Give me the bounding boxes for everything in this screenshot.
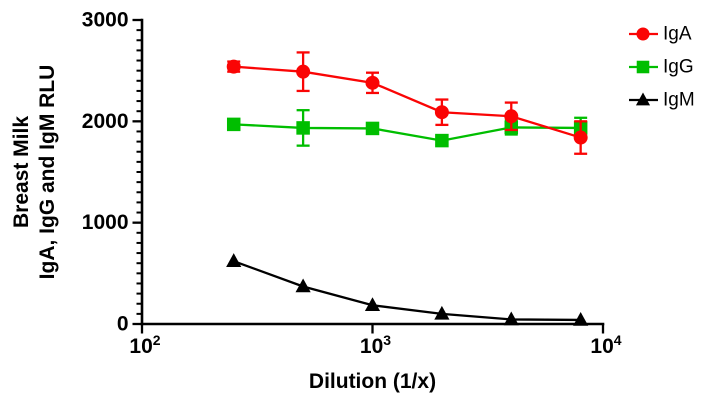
x-axis-title: Dilution (1/x) bbox=[309, 370, 436, 393]
y-minor-ticks bbox=[136, 29, 142, 315]
y-axis-title-line2: IgA, IgG and IgM RLU bbox=[36, 65, 59, 280]
legend-item-IgM: IgM bbox=[629, 90, 695, 111]
legend-item-IgA: IgA bbox=[629, 24, 692, 45]
y-axis-title-line1: Breast Milk bbox=[10, 116, 33, 228]
triangle-marker bbox=[364, 297, 381, 312]
series-IgA bbox=[226, 51, 588, 155]
y-tick-label: 3000 bbox=[82, 9, 129, 32]
legend: IgA IgG IgM bbox=[629, 24, 695, 111]
legend-label-IgM: IgM bbox=[663, 90, 695, 111]
circle-marker bbox=[434, 105, 449, 120]
series-line-IgM bbox=[233, 260, 581, 322]
triangle-marker bbox=[503, 311, 519, 326]
circle-marker bbox=[504, 109, 519, 124]
circle-marker bbox=[573, 130, 588, 145]
x-tick-label: 102 bbox=[129, 332, 160, 358]
square-marker bbox=[636, 60, 650, 74]
square-marker bbox=[226, 117, 241, 132]
series-line-IgG bbox=[233, 123, 581, 142]
y-major-ticks: 0 1000 2000 3000 bbox=[82, 9, 142, 336]
triangle-marker bbox=[434, 305, 450, 320]
legend-label-IgA: IgA bbox=[663, 24, 692, 45]
x-ticks: 102 103 104 bbox=[129, 324, 622, 358]
square-marker bbox=[365, 121, 380, 136]
triangle-marker bbox=[573, 311, 589, 326]
legend-label-IgG: IgG bbox=[663, 57, 694, 78]
series-IgM bbox=[226, 253, 589, 326]
circle-marker bbox=[365, 75, 380, 90]
x-tick-label: 104 bbox=[590, 332, 621, 358]
circle-marker bbox=[636, 27, 650, 41]
circle-marker bbox=[296, 64, 311, 79]
series-IgG bbox=[226, 109, 588, 148]
square-marker bbox=[296, 121, 310, 135]
series-line-IgA bbox=[233, 65, 581, 139]
y-tick-label: 1000 bbox=[82, 211, 129, 234]
square-marker bbox=[435, 133, 449, 148]
circle-marker bbox=[226, 59, 241, 74]
y-tick-label: 0 bbox=[117, 313, 129, 336]
y-tick-label: 2000 bbox=[82, 110, 129, 133]
axes bbox=[140, 18, 605, 326]
legend-item-IgG: IgG bbox=[629, 57, 694, 78]
triangle-marker bbox=[635, 92, 651, 106]
x-tick-label: 103 bbox=[360, 332, 391, 358]
triangle-marker bbox=[226, 253, 242, 267]
triangle-marker bbox=[295, 278, 311, 293]
